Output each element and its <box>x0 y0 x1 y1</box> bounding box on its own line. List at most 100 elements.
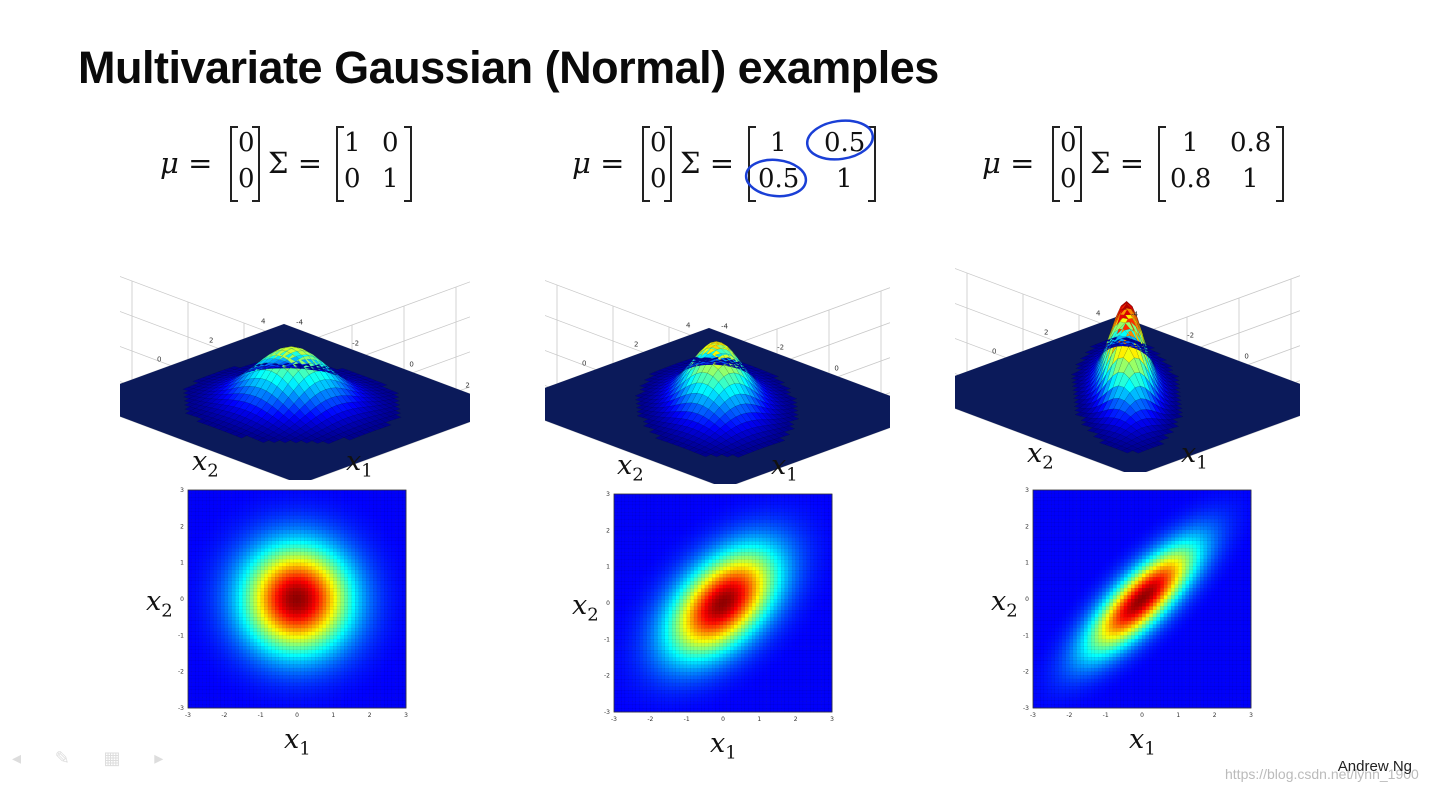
x1-axis-label: x1 <box>1181 438 1208 474</box>
x1-tick-label: 1 <box>757 716 761 723</box>
x1-tick-label: 2 <box>1213 712 1217 719</box>
x2-tick-label: 0 <box>1025 596 1029 603</box>
x1-axis-label: x1 <box>346 446 373 482</box>
sigma-entry: 1 <box>1182 128 1199 158</box>
x1-tick-label: -1 <box>258 712 264 719</box>
x2-tick-label: 4 <box>1096 310 1101 318</box>
mu-label: μ = <box>572 146 625 180</box>
x2-tick-label: 0 <box>582 360 586 368</box>
x1-tick-label: 1 <box>331 712 335 719</box>
heatmap-cells <box>1032 489 1252 709</box>
author-credit: Andrew Ng <box>1337 758 1412 775</box>
x2-tick-label: 3 <box>180 487 184 494</box>
density-surface <box>1070 300 1184 454</box>
x2-tick-label: 2 <box>180 523 184 530</box>
x1-tick-label: 0 <box>1244 352 1248 360</box>
x1-tick-label: 2 <box>794 716 798 723</box>
x2-tick-label: 2 <box>634 341 638 349</box>
x2-tick-label: -1 <box>604 636 610 643</box>
x2-tick-label: 0 <box>606 600 610 607</box>
x1-tick-label: -2 <box>1066 712 1072 719</box>
x2-axis-label: x2 <box>192 446 219 482</box>
formula-example-1: μ = 0 0 Σ = 1 0 0 1 <box>160 122 430 204</box>
mu-entry: 0 <box>650 128 667 158</box>
x2-tick-label: -3 <box>178 705 184 712</box>
x1-tick-label: -2 <box>352 339 359 347</box>
x2-tick-label: 2 <box>209 337 213 345</box>
x2-tick-label: -1 <box>178 632 184 639</box>
x2-tick-label: 3 <box>606 491 610 498</box>
x2-axis-label: x2 <box>572 590 599 626</box>
x2-tick-label: 4 <box>686 322 691 330</box>
x2-tick-label: -3 <box>1023 705 1029 712</box>
contour-heatmap-2: -3 -3 -2 -2 -1 -1 0 0 1 1 2 2 3 3 x2 x1 <box>566 488 856 768</box>
x1-axis-label: x1 <box>1129 724 1156 760</box>
x1-tick-label: -2 <box>647 716 653 723</box>
x2-tick-label: 1 <box>606 564 610 571</box>
slide-title: Multivariate Gaussian (Normal) examples <box>78 42 939 93</box>
mu-entry: 0 <box>1060 128 1077 158</box>
sigma-entry: 1 <box>836 164 853 194</box>
x2-tick-label: 1 <box>180 560 184 567</box>
sigma-label: Σ = <box>1090 146 1145 180</box>
x2-tick-label: -2 <box>1023 669 1029 676</box>
x1-axis-label: x1 <box>710 728 737 764</box>
x1-tick-label: -4 <box>721 322 729 330</box>
contour-heatmap-3: -3 -3 -2 -2 -1 -1 0 0 1 1 2 2 3 3 x2 x1 <box>985 484 1275 764</box>
sigma-entry: 0 <box>382 128 399 158</box>
x1-tick-label: -4 <box>296 318 304 326</box>
sigma-matrix: 1 0.5 0.5 1 <box>748 126 876 202</box>
x1-tick-label: -1 <box>684 716 690 723</box>
sigma-label: Σ = <box>268 146 323 180</box>
x2-axis-label: x2 <box>617 450 644 486</box>
x1-tick-label: 1 <box>1176 712 1180 719</box>
x1-tick-label: -2 <box>221 712 227 719</box>
sigma-entry: 0.8 <box>1170 164 1212 194</box>
x1-tick-label: -4 <box>1131 310 1139 318</box>
x1-axis-label: x1 <box>284 724 311 760</box>
x1-tick-label: 0 <box>1140 712 1144 719</box>
mu-entry: 0 <box>238 128 255 158</box>
mu-label: μ = <box>982 146 1035 180</box>
x2-tick-label: 0 <box>180 596 184 603</box>
x2-axis-label: x2 <box>991 586 1018 622</box>
formula-example-2: μ = 0 0 Σ = 1 0.5 0.5 1 <box>572 119 892 204</box>
sigma-label: Σ = <box>680 146 735 180</box>
x2-tick-label: 3 <box>1025 487 1029 494</box>
density-surface <box>634 341 800 458</box>
slide-nav-icons[interactable]: ◂ ✎ ▦ ▸ <box>12 748 178 769</box>
x2-tick-label: 4 <box>261 318 266 326</box>
mu-entry: 0 <box>1060 164 1077 194</box>
x2-tick-label: 2 <box>1044 329 1048 337</box>
contour-heatmap-1: -3 -3 -2 -2 -1 -1 0 0 1 1 2 2 3 3 x2 x1 <box>140 484 430 764</box>
x2-tick-label: 0 <box>992 348 996 356</box>
x1-tick-label: 3 <box>1249 712 1253 719</box>
mu-entry: 0 <box>238 164 255 194</box>
sigma-entry: 1 <box>1242 164 1259 194</box>
mu-label: μ = <box>160 146 213 180</box>
x1-axis-label: x1 <box>771 450 798 486</box>
x2-tick-label: -3 <box>604 709 610 716</box>
heatmap-cells <box>613 493 833 713</box>
formula-example-3: μ = 0 0 Σ = 1 0.8 0.8 1 <box>982 122 1292 204</box>
x2-axis-label: x2 <box>146 586 173 622</box>
sigma-entry: 0.5 <box>758 164 800 194</box>
x1-tick-label: 0 <box>295 712 299 719</box>
sigma-entry: 1 <box>382 164 399 194</box>
sigma-entry: 1 <box>344 128 361 158</box>
sigma-entry: 0.8 <box>1230 128 1272 158</box>
x1-tick-label: 0 <box>409 360 413 368</box>
x1-tick-label: -2 <box>1187 331 1194 339</box>
density-surface <box>182 346 402 445</box>
x1-tick-label: -3 <box>185 712 191 719</box>
x1-tick-label: 0 <box>834 364 838 372</box>
x2-tick-label: -2 <box>178 669 184 676</box>
x1-tick-label: -3 <box>611 716 617 723</box>
heatmap-cells <box>187 489 407 709</box>
